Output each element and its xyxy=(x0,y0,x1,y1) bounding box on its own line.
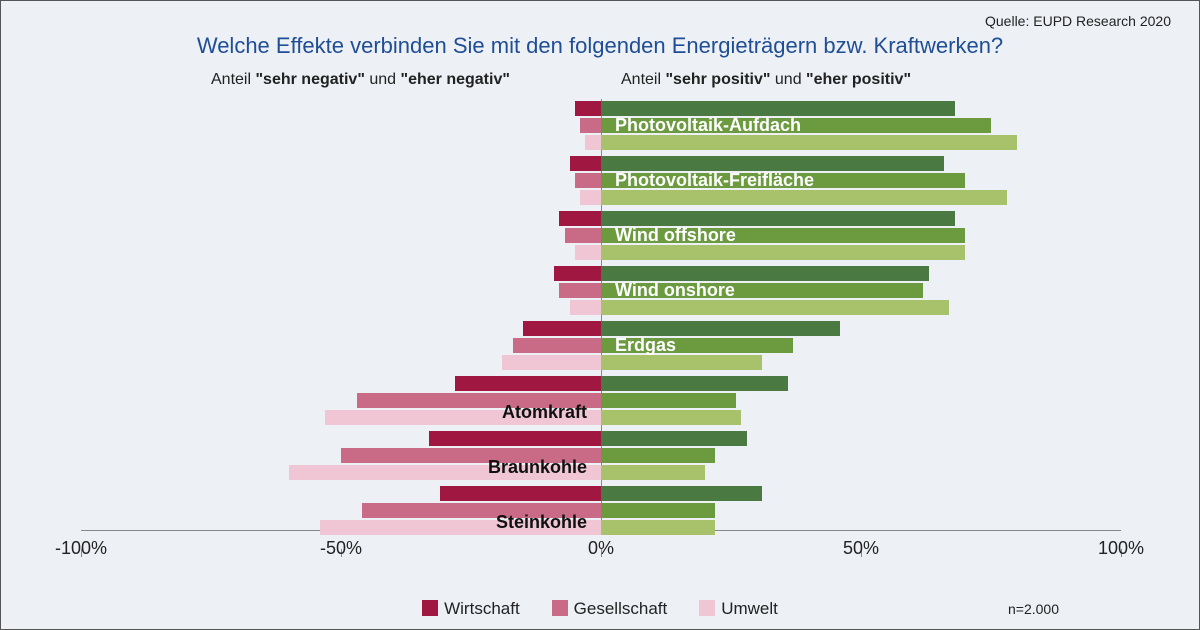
legend-label: Wirtschaft xyxy=(444,599,520,618)
bar-positive xyxy=(601,503,715,518)
category-row: Erdgas xyxy=(81,321,1121,370)
bar-positive xyxy=(601,486,762,501)
bar-positive xyxy=(601,211,955,226)
source-text: Quelle: EUPD Research 2020 xyxy=(985,13,1171,29)
bar-positive xyxy=(601,465,705,480)
legend-item: Gesellschaft xyxy=(552,599,668,619)
category-label: Photovoltaik-Freifläche xyxy=(615,170,814,191)
sub-right-b1: "sehr positiv" xyxy=(665,71,770,88)
category-label: Steinkohle xyxy=(496,512,587,533)
bar-positive xyxy=(601,431,747,446)
bar-negative xyxy=(580,190,601,205)
category-row: Wind offshore xyxy=(81,211,1121,260)
category-row: Steinkohle xyxy=(81,486,1121,535)
sub-right-mid: und xyxy=(770,71,806,88)
subtitle-negative: Anteil "sehr negativ" und "eher negativ" xyxy=(211,71,510,89)
bar-positive xyxy=(601,101,955,116)
bar-negative xyxy=(440,486,601,501)
sub-left-mid: und xyxy=(365,71,401,88)
bar-negative xyxy=(502,355,601,370)
sub-right-pre: Anteil xyxy=(621,71,665,88)
bar-negative xyxy=(565,228,601,243)
category-label: Erdgas xyxy=(615,335,676,356)
bar-positive xyxy=(601,300,949,315)
bar-positive xyxy=(601,190,1007,205)
bar-positive xyxy=(601,520,715,535)
legend-swatch xyxy=(552,600,568,616)
bar-positive xyxy=(601,245,965,260)
legend-label: Umwelt xyxy=(721,599,778,618)
chart-title: Welche Effekte verbinden Sie mit den fol… xyxy=(1,33,1199,59)
category-label: Braunkohle xyxy=(488,457,587,478)
category-label: Atomkraft xyxy=(502,402,587,423)
bar-positive xyxy=(601,355,762,370)
x-tick-label: 0% xyxy=(588,538,614,559)
legend-swatch xyxy=(699,600,715,616)
bar-negative xyxy=(575,245,601,260)
bar-negative xyxy=(575,101,601,116)
bar-negative xyxy=(554,266,601,281)
bar-positive xyxy=(601,448,715,463)
bar-positive xyxy=(601,321,840,336)
bar-positive xyxy=(601,135,1017,150)
legend-swatch xyxy=(422,600,438,616)
x-tick-label: 50% xyxy=(843,538,879,559)
category-label: Photovoltaik-Aufdach xyxy=(615,115,801,136)
sub-right-b2: "eher positiv" xyxy=(806,71,911,88)
category-row: Atomkraft xyxy=(81,376,1121,425)
bar-positive xyxy=(601,393,736,408)
bar-positive xyxy=(601,410,741,425)
legend-label: Gesellschaft xyxy=(574,599,668,618)
bar-negative xyxy=(429,431,601,446)
bar-negative xyxy=(580,118,601,133)
bar-negative xyxy=(575,173,601,188)
x-tick-label: -100% xyxy=(55,538,107,559)
bar-negative xyxy=(570,156,601,171)
category-row: Braunkohle xyxy=(81,431,1121,480)
legend-item: Wirtschaft xyxy=(422,599,520,619)
sample-size-note: n=2.000 xyxy=(1008,601,1059,617)
bar-negative xyxy=(585,135,601,150)
bar-negative xyxy=(455,376,601,391)
sub-left-b1: "sehr negativ" xyxy=(255,71,364,88)
bar-negative xyxy=(570,300,601,315)
subtitle-positive: Anteil "sehr positiv" und "eher positiv" xyxy=(621,71,911,89)
legend-item: Umwelt xyxy=(699,599,778,619)
bar-positive xyxy=(601,156,944,171)
bar-negative xyxy=(513,338,601,353)
bar-negative xyxy=(559,283,601,298)
bar-negative xyxy=(559,211,601,226)
sub-left-pre: Anteil xyxy=(211,71,255,88)
category-row: Photovoltaik-Aufdach xyxy=(81,101,1121,150)
chart-area: -100%-50%0%50%100%Photovoltaik-AufdachPh… xyxy=(81,99,1121,549)
sub-left-b2: "eher negativ" xyxy=(401,71,510,88)
category-label: Wind onshore xyxy=(615,280,735,301)
bar-negative xyxy=(523,321,601,336)
bar-positive xyxy=(601,376,788,391)
category-row: Photovoltaik-Freifläche xyxy=(81,156,1121,205)
bar-positive xyxy=(601,266,929,281)
category-label: Wind offshore xyxy=(615,225,736,246)
x-tick-label: -50% xyxy=(320,538,362,559)
x-tick-label: 100% xyxy=(1098,538,1144,559)
category-row: Wind onshore xyxy=(81,266,1121,315)
